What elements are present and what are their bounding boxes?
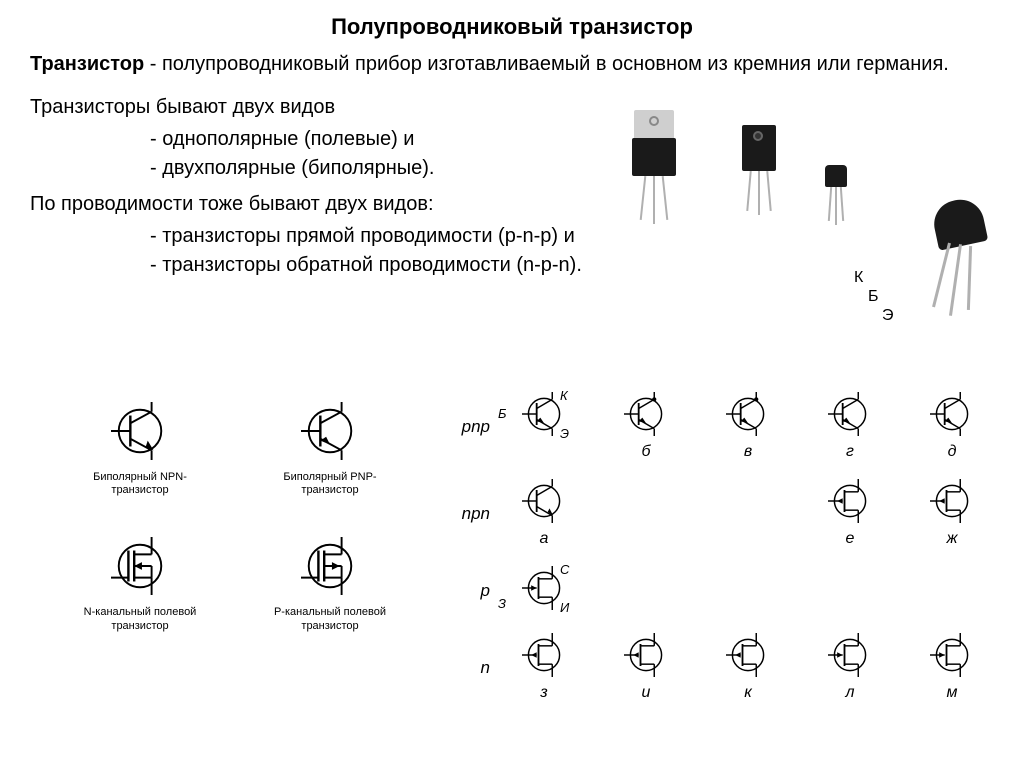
cell-d: д <box>908 392 996 461</box>
col-label-d: д <box>908 443 996 461</box>
cell-l: л <box>806 633 894 702</box>
pin-ann-i: И <box>560 600 569 615</box>
pin-ann-b: Б <box>498 406 506 421</box>
col-label-a: а <box>500 530 588 548</box>
cell-z: з <box>500 633 588 702</box>
col-label-b: б <box>602 443 690 461</box>
definition-rest: - полупроводниковый прибор изготавливаем… <box>144 53 949 75</box>
cell-v: в <box>704 392 792 461</box>
row-label-p: p <box>460 581 500 601</box>
left-symbol-panel: Биполярный NPN-транзистор Биполярный PNP… <box>70 402 430 673</box>
cell-g: г <box>806 392 894 461</box>
col-label-m: м <box>908 684 996 702</box>
pin-label-b: Б <box>868 287 894 306</box>
cell-a: а <box>500 479 588 548</box>
definition: Транзистор - полупроводниковый прибор из… <box>30 50 994 79</box>
cell-k: к <box>704 633 792 702</box>
symbol-nfet-caption: N-канальный полевой транзистор <box>70 606 210 632</box>
row-label-pnp: pnp <box>460 417 500 437</box>
col-label-v: в <box>704 443 792 461</box>
definition-term: Транзистор <box>30 53 144 75</box>
cell-e: е <box>806 479 894 548</box>
right-symbol-grid: pnp К Б Э б в г д npn а е <box>460 392 1000 720</box>
pin-ann-s: С <box>560 562 569 577</box>
row-label-npn: npn <box>460 504 500 524</box>
symbol-npn: Биполярный NPN-транзистор <box>70 402 210 497</box>
transistor-photos: К Б Э <box>624 110 994 340</box>
cell-i: и <box>602 633 690 702</box>
cell-fet-labeled: С З И <box>500 566 588 615</box>
diagrams-section: Биполярный NPN-транзистор Биполярный PNP… <box>30 392 994 752</box>
col-label-g: г <box>806 443 894 461</box>
symbol-pfet-caption: P-канальный полевой транзистор <box>260 606 400 632</box>
col-label-zh: ж <box>908 530 996 548</box>
col-label-l: л <box>806 684 894 702</box>
col-label-e: е <box>806 530 894 548</box>
pin-labels: К Б Э <box>854 268 894 326</box>
pin-ann-k: К <box>560 388 568 403</box>
row-label-n: n <box>460 658 500 678</box>
pin-label-k: К <box>854 268 894 287</box>
col-label-z: з <box>500 684 588 702</box>
cell-m: м <box>908 633 996 702</box>
page-title: Полупроводниковый транзистор <box>30 14 994 40</box>
cell-a-labeled: К Б Э <box>500 392 588 461</box>
symbol-pnp: Биполярный PNP-транзистор <box>260 402 400 497</box>
col-label-k: к <box>704 684 792 702</box>
symbol-pfet: P-канальный полевой транзистор <box>260 537 400 632</box>
pin-label-e: Э <box>882 306 894 325</box>
pin-ann-z: З <box>498 596 506 611</box>
pin-ann-e: Э <box>560 426 569 441</box>
symbol-nfet: N-канальный полевой транзистор <box>70 537 210 632</box>
col-label-i: и <box>602 684 690 702</box>
symbol-pnp-caption: Биполярный PNP-транзистор <box>260 471 400 497</box>
cell-b: б <box>602 392 690 461</box>
cell-zh: ж <box>908 479 996 548</box>
symbol-npn-caption: Биполярный NPN-транзистор <box>70 471 210 497</box>
